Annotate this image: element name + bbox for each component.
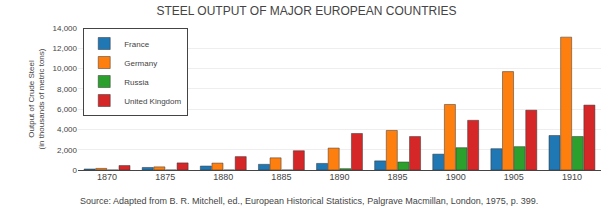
svg-text:6,000: 6,000 [57,105,78,114]
svg-text:Source: Adapted from B. R. Mit: Source: Adapted from B. R. Mitchell, ed.… [80,196,538,206]
svg-text:8,000: 8,000 [57,85,78,94]
svg-text:1875: 1875 [155,172,175,182]
svg-text:1910: 1910 [562,172,582,182]
svg-text:United Kingdom: United Kingdom [124,97,181,106]
svg-text:STEEL OUTPUT OF MAJOR EUROPEAN: STEEL OUTPUT OF MAJOR EUROPEAN COUNTRIES [156,4,456,18]
svg-text:1905: 1905 [504,172,524,182]
svg-text:1880: 1880 [213,172,233,182]
svg-text:1890: 1890 [329,172,349,182]
svg-text:0: 0 [73,166,78,175]
svg-text:2,000: 2,000 [57,146,78,155]
svg-text:1895: 1895 [388,172,408,182]
svg-text:Germany: Germany [124,59,157,68]
svg-text:1900: 1900 [446,172,466,182]
svg-text:Russia: Russia [124,78,149,87]
svg-text:Output of Crude Steel(in thous: Output of Crude Steel(in thousands of me… [27,48,46,149]
svg-text:14,000: 14,000 [53,24,78,33]
svg-text:10,000: 10,000 [53,64,78,73]
svg-text:1870: 1870 [97,172,117,182]
svg-text:1885: 1885 [271,172,291,182]
svg-text:4,000: 4,000 [57,125,78,134]
svg-text:12,000: 12,000 [53,44,78,53]
svg-text:France: France [124,40,149,49]
